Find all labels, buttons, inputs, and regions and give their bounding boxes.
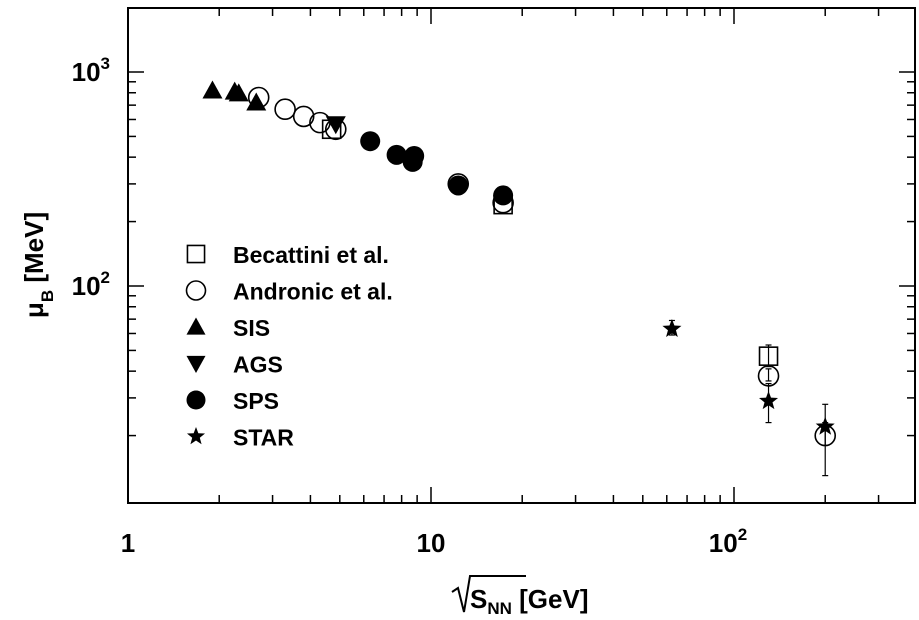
data-point <box>448 175 469 196</box>
data-point <box>202 80 223 99</box>
y-axis-title: μB [MeV] <box>19 212 57 318</box>
series-ags <box>325 116 346 135</box>
y-axis-title-group: μB [MeV] <box>19 212 57 318</box>
series-andronic-et-al <box>247 86 837 447</box>
data-point <box>228 83 249 102</box>
data-point <box>662 318 682 338</box>
legend-label: SPS <box>233 388 279 414</box>
data-point <box>386 144 407 165</box>
legend-label: Becattini et al. <box>233 242 389 268</box>
x-tick-label: 10 <box>417 528 446 558</box>
y-tick-label: 102 <box>72 268 110 301</box>
legend-label: Andronic et al. <box>233 279 393 305</box>
data-point <box>246 92 267 111</box>
x-axis-title: SNN [GeV] <box>470 584 588 618</box>
legend-marker <box>186 427 206 445</box>
legend-marker <box>186 390 206 410</box>
x-tick-label: 102 <box>709 525 747 558</box>
series-sps <box>360 131 514 206</box>
data-point <box>325 116 346 135</box>
sqrt-sign <box>451 575 526 613</box>
series-star <box>662 318 835 477</box>
x-tick-label: 1 <box>121 528 135 558</box>
legend-marker <box>186 355 206 373</box>
data-point <box>309 111 331 134</box>
series-sis <box>202 80 267 111</box>
data-point <box>815 416 835 435</box>
data-point <box>493 185 514 206</box>
data-point <box>292 105 315 128</box>
legend-label: AGS <box>233 352 283 378</box>
legend-label: SIS <box>233 315 270 341</box>
legend-marker <box>186 317 206 335</box>
legend: Becattini et al. Andronic et al. SIS AGS SPS… <box>185 242 393 451</box>
legend-label: STAR <box>233 425 294 451</box>
data-point <box>759 391 779 410</box>
legend-marker <box>185 280 207 301</box>
legend-marker <box>186 244 206 264</box>
data-point <box>360 131 381 152</box>
y-tick-label: 103 <box>72 54 110 87</box>
data-point <box>274 98 296 121</box>
data-point <box>404 146 425 167</box>
